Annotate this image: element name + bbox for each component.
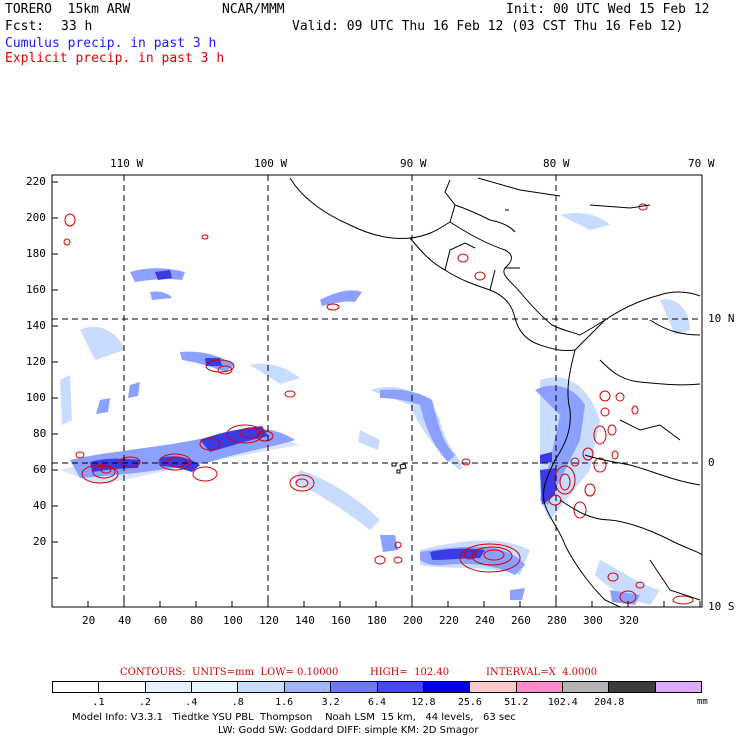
lat-label-10s: 10 S	[708, 600, 735, 613]
colorbar-label: 102.4	[547, 697, 578, 708]
x-tick-label: 100	[223, 614, 243, 627]
colorbar-swatch	[238, 682, 285, 692]
colorbar-label: 6.4	[368, 697, 387, 708]
x-tick-label: 40	[118, 614, 132, 627]
colorbar-swatch	[423, 682, 471, 692]
x-tick-label: 280	[547, 614, 567, 627]
lat-label-0: 0	[708, 456, 715, 469]
coastlines	[289, 177, 702, 607]
x-tick-label: 20	[82, 614, 96, 627]
y-tick-label: 140	[26, 319, 46, 332]
x-tick-label: 180	[367, 614, 387, 627]
legend-explicit: Explicit precip. in past 3 h	[5, 51, 225, 66]
colorbar-label: .4	[185, 697, 198, 708]
colorbar-label: .1	[92, 697, 105, 708]
x-tick-label: 260	[511, 614, 531, 627]
lon-label-110w: 110 W	[110, 157, 144, 170]
x-tick-label: 60	[154, 614, 168, 627]
y-tick-label: 160	[26, 283, 46, 296]
x-tick-label: 200	[403, 614, 423, 627]
colorbar-label: 12.8	[411, 697, 436, 708]
colorbar-swatch	[377, 682, 424, 692]
y-tick-label: 80	[33, 427, 47, 440]
colorbar-swatch	[562, 682, 610, 692]
x-tick-label: 220	[439, 614, 459, 627]
colorbar-label: 1.6	[275, 697, 294, 708]
colorbar-swatch	[53, 682, 100, 692]
forecast-hour: 33 h	[61, 19, 93, 34]
y-tick-label: 180	[26, 247, 46, 260]
latlon-grid	[52, 175, 702, 607]
x-tick-label: 160	[331, 614, 351, 627]
colorbar-swatch	[192, 682, 239, 692]
colorbar-swatch	[99, 682, 146, 692]
contour-interval: INTERVAL=X 4.0000	[486, 667, 598, 678]
colorbar-swatch	[284, 682, 332, 692]
x-tick-label: 300	[583, 614, 603, 627]
lon-label-70w: 70 W	[688, 157, 715, 170]
init-time: Init: 00 UTC Wed 15 Feb 12	[506, 2, 710, 17]
forecast-label: Fcst:	[5, 19, 45, 34]
map-frame	[51, 174, 703, 608]
lon-label-100w: 100 W	[254, 157, 288, 170]
y-tick-label: 200	[26, 211, 46, 224]
colorbar-swatch	[145, 682, 193, 692]
x-tick-label: 120	[259, 614, 279, 627]
colorbar-swatch	[331, 682, 378, 692]
y-tick-label: 60	[33, 463, 47, 476]
y-tick-label: 220	[26, 175, 46, 188]
colorbar-swatch	[609, 682, 656, 692]
axis-ticks	[52, 181, 701, 607]
explicit-precip-contours	[63, 203, 694, 605]
colorbar-label: .8	[231, 697, 244, 708]
lat-label-10n: 10 N	[708, 312, 735, 325]
colorbar-label: 51.2	[504, 697, 529, 708]
colorbar-label: 204.8	[594, 697, 625, 708]
colorbar-swatch	[655, 682, 702, 692]
colorbar-unit: mm	[697, 697, 708, 707]
colorbar-swatch	[470, 682, 517, 692]
lon-label-80w: 80 W	[543, 157, 570, 170]
x-tick-label: 140	[295, 614, 315, 627]
valid-time: Valid: 09 UTC Thu 16 Feb 12 (03 CST Thu …	[292, 19, 684, 34]
x-tick-label: 240	[475, 614, 495, 627]
legend-cumulus: Cumulus precip. in past 3 h	[5, 36, 217, 51]
colorbar-label: 3.2	[321, 697, 340, 708]
y-tick-label: 100	[26, 391, 46, 404]
physics-info: LW: Godd SW: Goddard DIFF: simple KM: 2D…	[218, 725, 479, 736]
y-tick-label: 40	[33, 499, 47, 512]
org-label: NCAR/MMM	[222, 2, 285, 17]
contour-units: CONTOURS: UNITS=mm LOW= 0.10000	[120, 667, 339, 678]
y-tick-label: 120	[26, 355, 46, 368]
model-info: Model Info: V3.3.1 Tiedtke YSU PBL Thomp…	[72, 712, 516, 723]
x-tick-label: 320	[619, 614, 639, 627]
colorbar-label: .2	[138, 697, 151, 708]
colorbar-swatch	[516, 682, 563, 692]
model-title: TORERO 15km ARW	[5, 2, 131, 17]
y-tick-label: 20	[33, 535, 47, 548]
x-tick-label: 80	[190, 614, 204, 627]
colorbar-label: 25.6	[457, 697, 482, 708]
colorbar	[52, 681, 702, 693]
lon-label-90w: 90 W	[400, 157, 427, 170]
cumulus-precip-areas	[60, 213, 690, 605]
contour-high: HIGH= 102.40	[370, 667, 450, 678]
